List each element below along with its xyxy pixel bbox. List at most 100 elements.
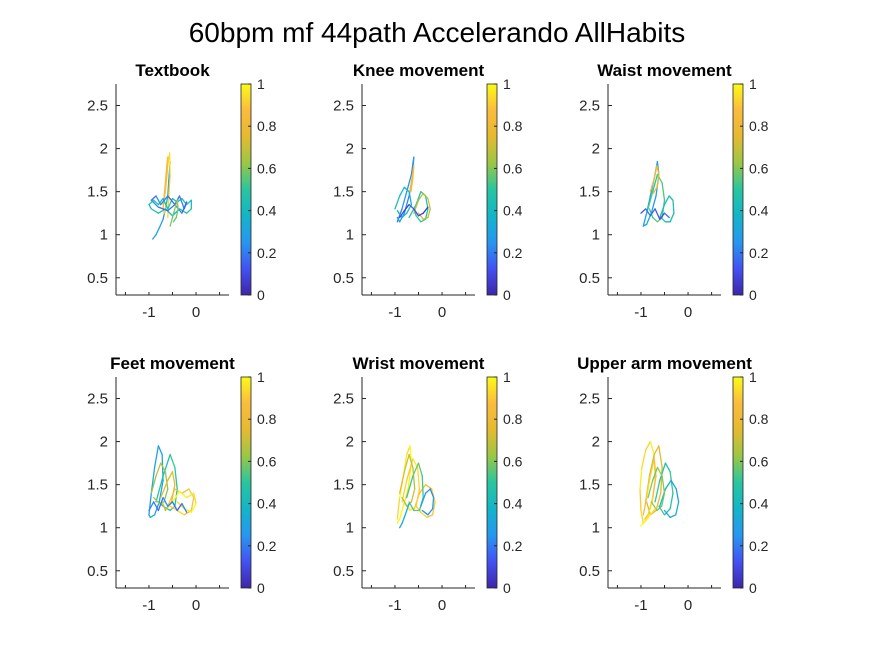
y-tick-label: 0.5	[579, 563, 600, 580]
trace-segment	[153, 496, 160, 505]
colorbar-tick-label: 0.8	[257, 118, 277, 134]
trace-line	[169, 199, 179, 227]
trace-segment	[647, 191, 654, 210]
trace-segment	[185, 199, 192, 206]
trace-segment	[408, 501, 415, 512]
trace-segment	[167, 501, 174, 507]
trace-segment	[642, 212, 648, 227]
trace-segment	[652, 466, 659, 481]
colorbar: 0 0.2 0.4 0.6 0.8 1	[486, 369, 523, 596]
trace-segment	[409, 178, 413, 193]
y-tick-label: 2	[346, 141, 354, 158]
trace-segment	[656, 165, 660, 176]
trace-segment	[645, 208, 652, 217]
trace-segment	[185, 208, 192, 214]
trace-segment	[403, 509, 408, 519]
subplot-title: Textbook	[135, 61, 210, 80]
trace-segment	[169, 453, 176, 469]
trace-segment	[171, 501, 178, 512]
trace-segment	[401, 191, 408, 210]
trace-segment	[668, 195, 674, 201]
trace-segment	[669, 514, 677, 519]
colorbar-gradient	[486, 83, 498, 296]
trace-segment	[181, 502, 188, 513]
colorbar: 0 0.2 0.4 0.6 0.8 1	[240, 369, 277, 596]
trace-segment	[416, 466, 421, 490]
trace-segment	[403, 203, 410, 212]
trace-segment	[642, 223, 648, 227]
y-tick-label: 0.5	[87, 270, 108, 287]
trace-segment	[188, 488, 195, 499]
y-tick-label: 1	[592, 520, 600, 537]
trace-segment	[157, 445, 163, 456]
trace-line	[659, 195, 675, 223]
trace-line	[647, 466, 666, 512]
trace-segment	[153, 501, 160, 512]
trace-segment	[169, 216, 174, 227]
trace-segment	[642, 496, 648, 516]
trace-segment	[158, 218, 164, 229]
trace-segment	[160, 479, 169, 499]
trace-segment	[174, 466, 178, 490]
trace-line	[649, 165, 660, 195]
colorbar-tick-label: 0.6	[257, 160, 277, 176]
trace-segment	[649, 508, 656, 516]
trace-segment	[664, 479, 672, 490]
trace-segment	[160, 195, 169, 206]
colorbar-tick-label: 1	[503, 369, 511, 385]
trace-segment	[653, 165, 658, 180]
colorbar-tick-label: 0.2	[257, 538, 277, 554]
trace-segment	[167, 180, 170, 197]
trace-segment	[649, 458, 655, 477]
trace-segment	[663, 195, 670, 206]
trace-segment	[424, 484, 433, 490]
y-tick-label: 2.5	[87, 391, 108, 408]
trace-segment	[427, 208, 431, 219]
colorbar-tick-label: 1	[257, 369, 265, 385]
trace-segment	[178, 195, 185, 210]
colorbar-tick-label: 0.6	[749, 453, 769, 469]
trace-segment	[406, 502, 410, 512]
x-tick-label: 0	[438, 597, 446, 614]
figure-title: 60bpm mf 44path Accelerando AllHabits	[189, 17, 686, 48]
trace-segment	[167, 195, 176, 206]
trace-segment	[415, 505, 422, 513]
y-tick-label: 2.5	[87, 98, 108, 115]
trace-segment	[664, 462, 671, 473]
y-tick-label: 2	[100, 141, 108, 158]
trace-segment	[417, 192, 424, 201]
trace-segment	[655, 492, 662, 512]
colorbar-tick-label: 0.6	[503, 160, 523, 176]
trace-segment	[170, 484, 176, 503]
trace-segment	[190, 496, 195, 512]
colorbar-tick-label: 0.8	[749, 411, 769, 427]
trace-segment	[172, 216, 177, 223]
subplot-title: Knee movement	[353, 61, 485, 80]
trace-segment	[190, 502, 197, 513]
trace-segment	[429, 488, 435, 499]
trace-segment	[150, 475, 157, 494]
trace-segment	[406, 445, 411, 456]
colorbar-tick-label: 0.4	[257, 496, 277, 512]
y-tick-label: 2	[100, 434, 108, 451]
trace-line	[162, 156, 169, 210]
x-tick-label: -1	[388, 304, 401, 321]
trace-line	[167, 488, 195, 516]
trace-segment	[161, 501, 167, 512]
trace-segment	[645, 475, 652, 499]
subplot-2: Knee movement 0.5 1 1.5 2 2.5 -1 0 0 0.2 0.4 0.6 0.8…	[333, 61, 523, 321]
trace-line	[409, 165, 415, 193]
trace-segment	[410, 488, 416, 503]
colorbar-tick-label: 0	[503, 580, 511, 596]
trace-segment	[640, 509, 644, 525]
subplot-title: Upper arm movement	[577, 354, 752, 373]
trace-segment	[148, 203, 152, 210]
trace-segment	[167, 152, 171, 167]
trace-segment	[148, 492, 152, 516]
trace-segment	[193, 492, 197, 505]
trace-segment	[650, 195, 657, 214]
trace-segment	[413, 492, 421, 512]
trace-segment	[412, 462, 420, 477]
trace-segment	[669, 471, 674, 494]
